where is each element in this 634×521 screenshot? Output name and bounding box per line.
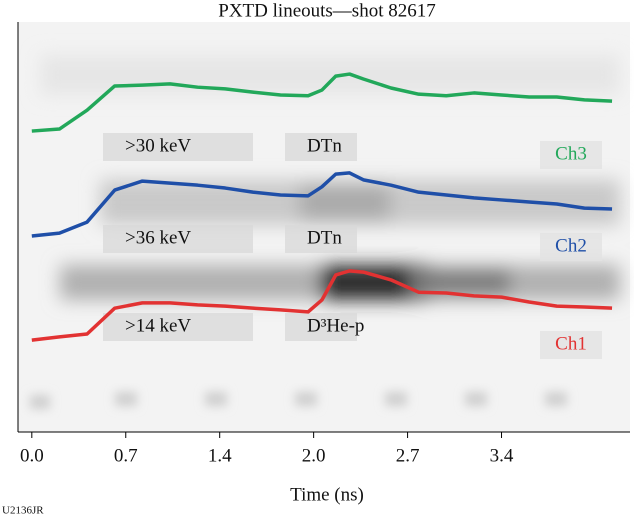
fiducials	[30, 392, 567, 409]
x-tick-label: 3.4	[490, 445, 514, 466]
annotation: >30 keV	[125, 135, 191, 156]
annotation: DTn	[307, 135, 342, 156]
series-label: Ch1	[555, 333, 587, 354]
series-label-box	[540, 331, 602, 359]
series-label-box	[540, 233, 602, 261]
series-label: Ch3	[555, 143, 587, 164]
x-tick-label: 2.7	[396, 445, 420, 466]
series-label: Ch2	[555, 235, 587, 256]
series-label-box	[540, 141, 602, 169]
series-line	[31, 72, 613, 133]
annotation: >36 keV	[125, 227, 191, 248]
annotation-box	[285, 225, 357, 253]
annotation-box	[103, 313, 253, 341]
annotation-box	[103, 225, 253, 253]
annotation-box	[285, 133, 357, 161]
annotation-box	[285, 313, 357, 341]
footnote: U2136JR	[2, 505, 44, 517]
series-line	[31, 171, 613, 238]
x-tick-label: 2.0	[302, 445, 326, 466]
chart-title: PXTD lineouts—shot 82617	[218, 0, 435, 21]
x-tick-label: 1.4	[208, 445, 232, 466]
x-tick-label: 0.7	[114, 445, 138, 466]
annotation: D³He-p	[307, 315, 364, 336]
annotation-box	[103, 133, 253, 161]
x-tick-label: 0.0	[20, 445, 44, 466]
series-line	[31, 269, 613, 342]
annotation: DTn	[307, 227, 342, 248]
streak-image	[40, 55, 620, 300]
x-axis-title: Time (ns)	[290, 484, 364, 505]
annotation: >14 keV	[125, 315, 191, 336]
